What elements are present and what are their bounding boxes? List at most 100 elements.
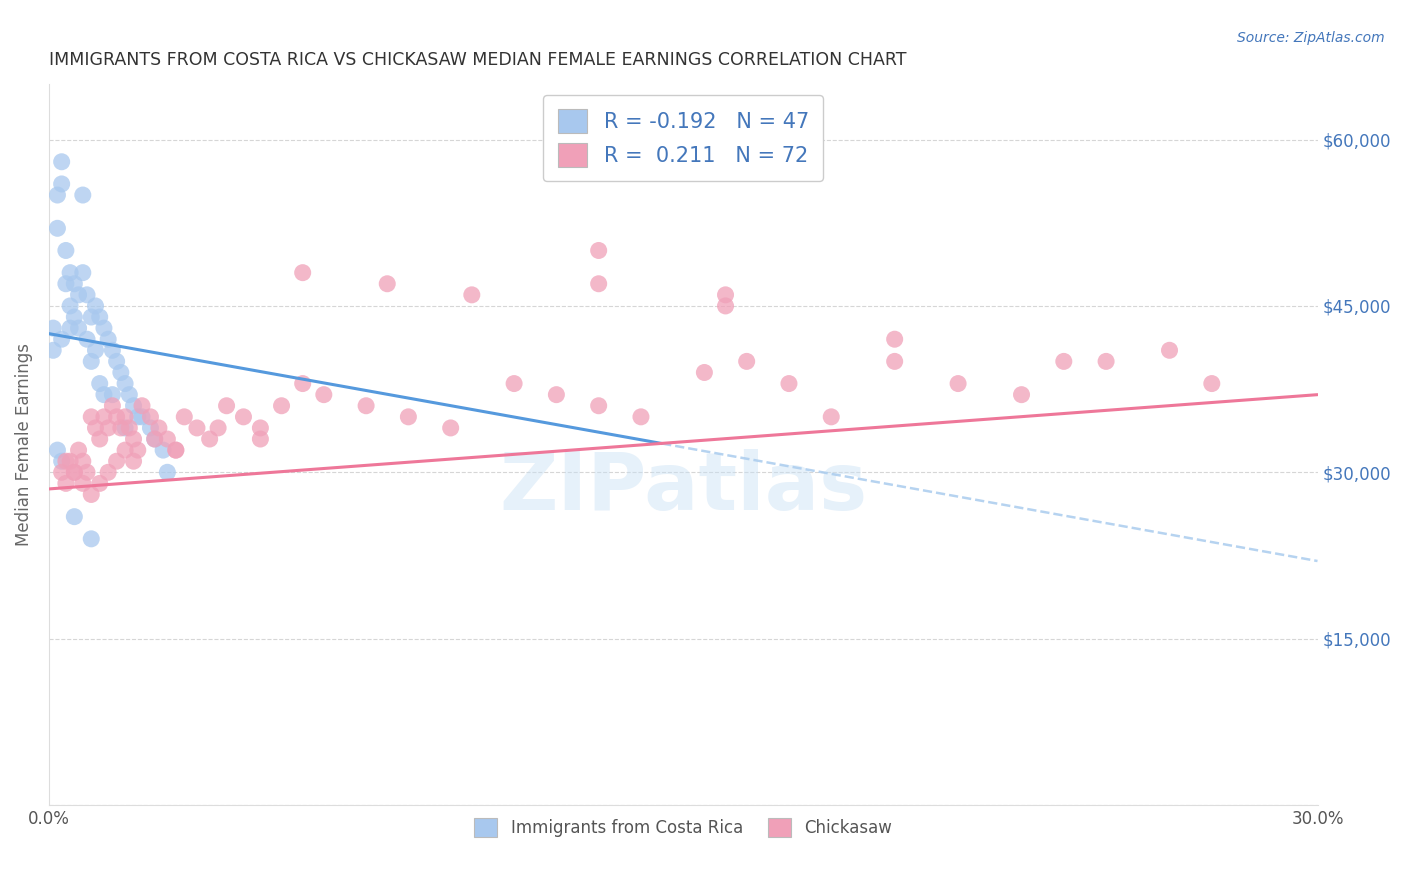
Point xyxy=(55,277,77,291)
Point xyxy=(946,376,969,391)
Point xyxy=(93,387,115,401)
Point xyxy=(55,244,77,258)
Point xyxy=(1201,376,1223,391)
Y-axis label: Median Female Earnings: Median Female Earnings xyxy=(15,343,32,546)
Point xyxy=(291,266,314,280)
Point xyxy=(84,299,107,313)
Point xyxy=(105,354,128,368)
Point xyxy=(72,188,94,202)
Point xyxy=(114,443,136,458)
Point xyxy=(198,432,221,446)
Point xyxy=(503,376,526,391)
Point xyxy=(55,454,77,468)
Point xyxy=(152,443,174,458)
Point xyxy=(80,310,103,324)
Point xyxy=(440,421,463,435)
Point xyxy=(354,399,377,413)
Point xyxy=(820,409,842,424)
Point xyxy=(76,332,98,346)
Point xyxy=(89,476,111,491)
Point xyxy=(110,366,132,380)
Point xyxy=(131,399,153,413)
Point xyxy=(883,354,905,368)
Point xyxy=(72,454,94,468)
Point xyxy=(46,188,69,202)
Point xyxy=(59,266,82,280)
Point xyxy=(63,465,86,479)
Legend: Immigrants from Costa Rica, Chickasaw: Immigrants from Costa Rica, Chickasaw xyxy=(467,811,900,844)
Point xyxy=(51,332,73,346)
Point xyxy=(778,376,800,391)
Point xyxy=(156,465,179,479)
Point xyxy=(80,532,103,546)
Point xyxy=(396,409,419,424)
Point xyxy=(46,221,69,235)
Point xyxy=(714,299,737,313)
Point xyxy=(546,387,568,401)
Point xyxy=(46,443,69,458)
Point xyxy=(127,443,149,458)
Point xyxy=(693,366,716,380)
Point xyxy=(67,288,90,302)
Text: IMMIGRANTS FROM COSTA RICA VS CHICKASAW MEDIAN FEMALE EARNINGS CORRELATION CHART: IMMIGRANTS FROM COSTA RICA VS CHICKASAW … xyxy=(49,51,907,69)
Point xyxy=(270,399,292,413)
Point xyxy=(89,310,111,324)
Point xyxy=(249,421,271,435)
Point xyxy=(139,409,162,424)
Point xyxy=(55,476,77,491)
Point xyxy=(51,154,73,169)
Point xyxy=(105,409,128,424)
Point xyxy=(118,421,141,435)
Point xyxy=(122,432,145,446)
Point xyxy=(131,409,153,424)
Point xyxy=(105,454,128,468)
Point xyxy=(67,321,90,335)
Point xyxy=(63,310,86,324)
Point xyxy=(97,465,120,479)
Point xyxy=(59,454,82,468)
Point xyxy=(97,332,120,346)
Point xyxy=(291,376,314,391)
Point xyxy=(84,421,107,435)
Point xyxy=(59,321,82,335)
Point xyxy=(80,487,103,501)
Point xyxy=(63,465,86,479)
Point xyxy=(165,443,187,458)
Point xyxy=(101,399,124,413)
Point xyxy=(1095,354,1118,368)
Point xyxy=(1053,354,1076,368)
Point xyxy=(735,354,758,368)
Point xyxy=(89,376,111,391)
Point xyxy=(72,476,94,491)
Point xyxy=(97,421,120,435)
Point xyxy=(42,321,65,335)
Point xyxy=(249,432,271,446)
Point xyxy=(84,343,107,358)
Point xyxy=(139,421,162,435)
Point xyxy=(101,343,124,358)
Point xyxy=(461,288,484,302)
Point xyxy=(312,387,335,401)
Point xyxy=(122,399,145,413)
Point xyxy=(114,421,136,435)
Text: ZIPatlas: ZIPatlas xyxy=(499,449,868,527)
Point xyxy=(114,376,136,391)
Point xyxy=(76,288,98,302)
Point xyxy=(588,277,610,291)
Point xyxy=(588,244,610,258)
Point xyxy=(173,409,195,424)
Point xyxy=(883,332,905,346)
Point xyxy=(51,177,73,191)
Point xyxy=(207,421,229,435)
Point xyxy=(80,354,103,368)
Point xyxy=(42,343,65,358)
Text: Source: ZipAtlas.com: Source: ZipAtlas.com xyxy=(1237,31,1385,45)
Point xyxy=(63,277,86,291)
Point xyxy=(156,432,179,446)
Point xyxy=(51,454,73,468)
Point xyxy=(143,432,166,446)
Point xyxy=(1159,343,1181,358)
Point xyxy=(93,321,115,335)
Point xyxy=(1011,387,1033,401)
Point xyxy=(110,421,132,435)
